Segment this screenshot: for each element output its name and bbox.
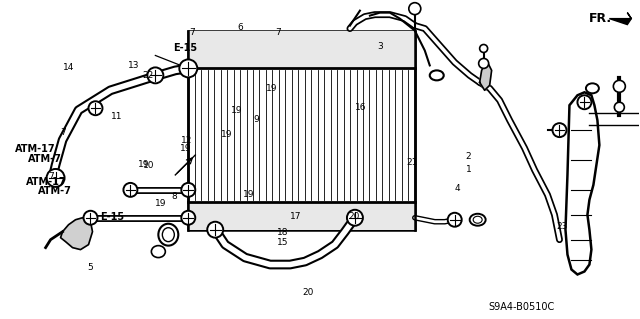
- Ellipse shape: [163, 228, 174, 241]
- Ellipse shape: [473, 216, 482, 223]
- Text: ATM-17: ATM-17: [15, 144, 56, 154]
- Text: 8: 8: [172, 191, 177, 201]
- Text: 19: 19: [156, 199, 167, 208]
- Text: 6: 6: [237, 23, 243, 32]
- Text: 7: 7: [49, 173, 54, 182]
- Circle shape: [614, 102, 625, 112]
- Text: ATM-7: ATM-7: [38, 186, 72, 196]
- Text: 20: 20: [302, 288, 314, 297]
- Text: 19: 19: [230, 106, 242, 115]
- Text: 10: 10: [143, 161, 154, 170]
- Text: S9A4-B0510C: S9A4-B0510C: [488, 302, 555, 312]
- Polygon shape: [566, 92, 600, 274]
- Text: 20: 20: [349, 212, 360, 221]
- Text: 4: 4: [454, 184, 460, 193]
- Circle shape: [88, 101, 102, 115]
- Text: 7: 7: [275, 28, 281, 37]
- Text: E-15: E-15: [173, 43, 197, 53]
- Text: 5: 5: [87, 263, 93, 272]
- Text: 23: 23: [556, 222, 568, 231]
- Text: 22: 22: [143, 71, 154, 80]
- Circle shape: [552, 123, 566, 137]
- Polygon shape: [609, 13, 631, 25]
- Ellipse shape: [152, 246, 165, 257]
- Circle shape: [409, 3, 420, 15]
- Text: 2: 2: [466, 152, 471, 161]
- Circle shape: [577, 95, 591, 109]
- Text: 19: 19: [266, 84, 277, 93]
- Text: 14: 14: [63, 63, 75, 72]
- Text: 19: 19: [221, 130, 232, 138]
- Circle shape: [448, 213, 461, 227]
- Text: ATM-7: ATM-7: [28, 154, 61, 164]
- Circle shape: [613, 80, 625, 92]
- Ellipse shape: [430, 70, 444, 80]
- Text: 12: 12: [181, 136, 193, 145]
- Circle shape: [47, 169, 65, 187]
- Circle shape: [207, 222, 223, 238]
- Ellipse shape: [470, 214, 486, 226]
- Text: 17: 17: [290, 212, 301, 221]
- Circle shape: [124, 183, 138, 197]
- Ellipse shape: [158, 224, 179, 246]
- Circle shape: [83, 211, 97, 225]
- Text: 9: 9: [253, 115, 259, 124]
- Text: 1: 1: [466, 165, 471, 174]
- Text: 16: 16: [355, 103, 367, 112]
- Text: FR.: FR.: [588, 12, 612, 25]
- Text: 13: 13: [129, 61, 140, 70]
- Text: 18: 18: [276, 228, 288, 237]
- Text: 19: 19: [138, 160, 150, 169]
- Bar: [188, 202, 415, 230]
- Circle shape: [479, 45, 488, 52]
- Text: E-15: E-15: [100, 212, 124, 222]
- Circle shape: [179, 59, 197, 78]
- Text: 7: 7: [60, 128, 66, 137]
- Circle shape: [147, 67, 163, 83]
- Ellipse shape: [586, 83, 599, 93]
- Bar: [188, 31, 415, 230]
- Bar: [188, 31, 415, 68]
- Polygon shape: [479, 60, 492, 90]
- Text: 3: 3: [378, 42, 383, 51]
- Text: 19: 19: [179, 144, 191, 153]
- Text: 21: 21: [406, 158, 417, 167]
- Circle shape: [181, 183, 195, 197]
- Text: 15: 15: [276, 238, 288, 247]
- Circle shape: [479, 58, 488, 68]
- Circle shape: [347, 210, 363, 226]
- Text: 19: 19: [243, 190, 255, 199]
- Circle shape: [181, 211, 195, 225]
- Text: ATM-17: ATM-17: [26, 177, 67, 187]
- Text: 11: 11: [111, 112, 122, 121]
- Text: 7: 7: [189, 28, 195, 37]
- Polygon shape: [61, 218, 93, 249]
